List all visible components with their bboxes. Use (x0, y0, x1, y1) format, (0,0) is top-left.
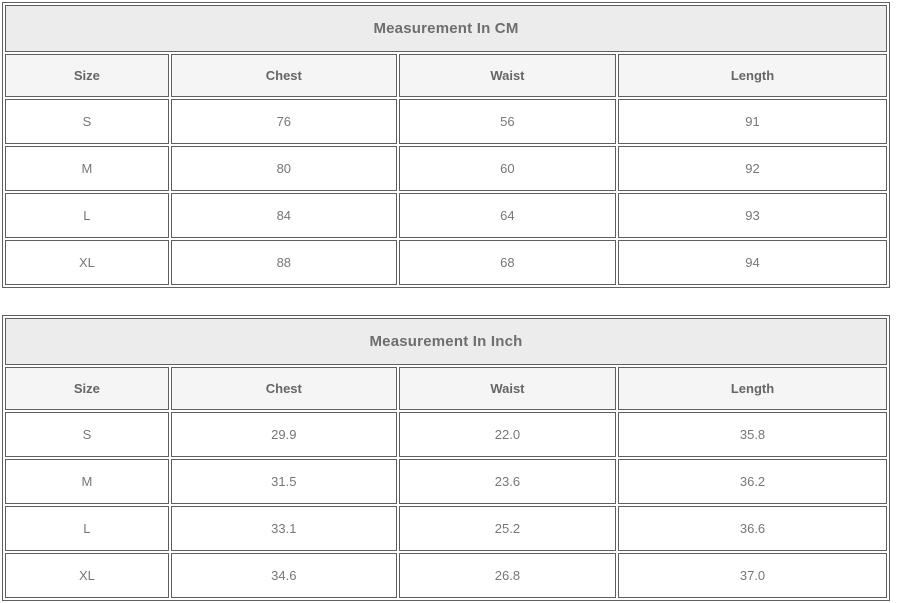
column-header: Waist (398, 54, 617, 97)
column-header: Size (5, 54, 169, 97)
value-cell: 91 (618, 99, 887, 144)
value-cell: 26.8 (398, 553, 617, 598)
table-title-row: Measurement In Inch (5, 318, 887, 365)
column-header: Length (618, 367, 887, 410)
value-cell: 23.6 (398, 459, 617, 504)
value-cell: 25.2 (398, 506, 617, 551)
table-row: XL 34.6 26.8 37.0 (5, 553, 887, 598)
size-cell: M (5, 146, 169, 191)
size-cell: L (5, 193, 169, 238)
value-cell: 84 (170, 193, 397, 238)
value-cell: 37.0 (618, 553, 887, 598)
value-cell: 93 (618, 193, 887, 238)
table-header-row: Size Chest Waist Length (5, 367, 887, 410)
value-cell: 88 (170, 240, 397, 285)
measurement-table: Measurement In Inch Size Chest Waist Length… (2, 315, 890, 601)
table-row: L 33.1 25.2 36.6 (5, 506, 887, 551)
table-row: M 80 60 92 (5, 146, 887, 191)
size-cell: M (5, 459, 169, 504)
column-header: Size (5, 367, 169, 410)
table-row: S 29.9 22.0 35.8 (5, 412, 887, 457)
table-title: Measurement In Inch (5, 318, 887, 365)
value-cell: 80 (170, 146, 397, 191)
value-cell: 22.0 (398, 412, 617, 457)
value-cell: 76 (170, 99, 397, 144)
size-cell: S (5, 412, 169, 457)
value-cell: 31.5 (170, 459, 397, 504)
value-cell: 34.6 (170, 553, 397, 598)
value-cell: 92 (618, 146, 887, 191)
column-header: Chest (170, 367, 397, 410)
table-title: Measurement In CM (5, 5, 887, 52)
table-title-row: Measurement In CM (5, 5, 887, 52)
column-header: Length (618, 54, 887, 97)
table-header-row: Size Chest Waist Length (5, 54, 887, 97)
value-cell: 60 (398, 146, 617, 191)
size-cell: S (5, 99, 169, 144)
table-row: M 31.5 23.6 36.2 (5, 459, 887, 504)
size-cell: XL (5, 553, 169, 598)
value-cell: 36.2 (618, 459, 887, 504)
value-cell: 36.6 (618, 506, 887, 551)
column-header: Chest (170, 54, 397, 97)
value-cell: 64 (398, 193, 617, 238)
column-header: Waist (398, 367, 617, 410)
measurement-table: Measurement In CM Size Chest Waist Length S… (2, 2, 890, 288)
size-cell: L (5, 506, 169, 551)
value-cell: 33.1 (170, 506, 397, 551)
value-cell: 68 (398, 240, 617, 285)
value-cell: 56 (398, 99, 617, 144)
table-row: S 76 56 91 (5, 99, 887, 144)
table-row: XL 88 68 94 (5, 240, 887, 285)
table-body: S 76 56 91 M 80 60 92 L 84 64 93 XL 88 68 94 (5, 99, 887, 285)
size-cell: XL (5, 240, 169, 285)
table-row: L 84 64 93 (5, 193, 887, 238)
value-cell: 94 (618, 240, 887, 285)
value-cell: 35.8 (618, 412, 887, 457)
table-body: S 29.9 22.0 35.8 M 31.5 23.6 36.2 L 33.1 25.2 36.6 X… (5, 412, 887, 598)
value-cell: 29.9 (170, 412, 397, 457)
